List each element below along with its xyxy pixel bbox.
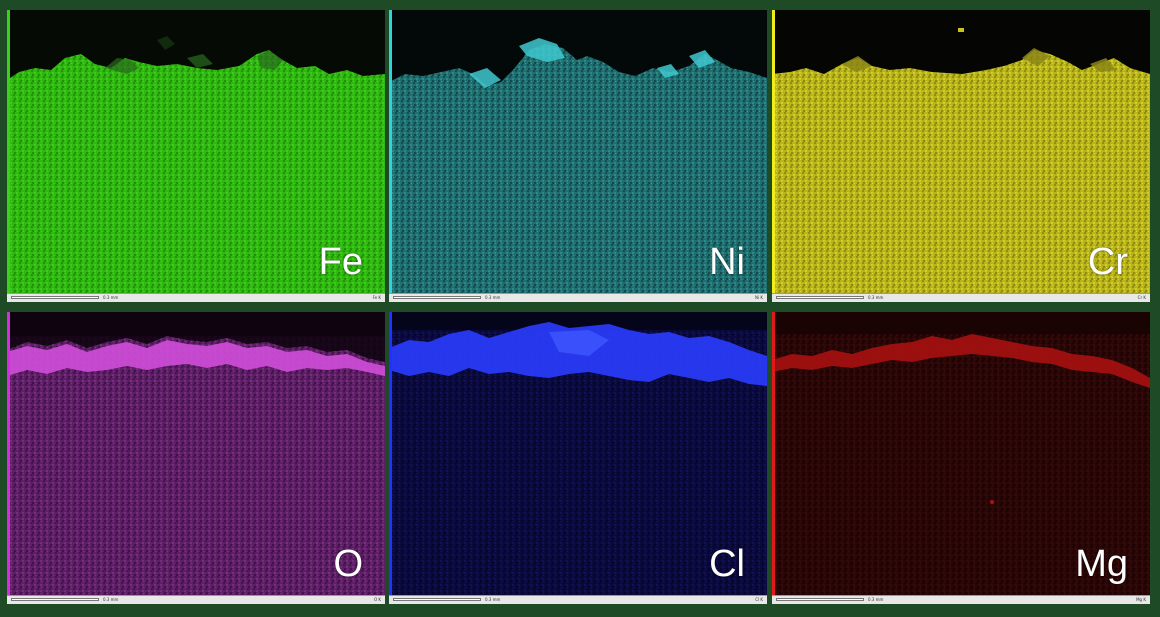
map-panel-cr: Cr 0.3 mm Cr K [772,10,1150,302]
mg-color-edge [772,312,775,595]
scalebar-mg: 0.3 mm Mg K [772,595,1150,604]
scale-line [11,598,99,601]
scale-tag: O K [373,597,381,602]
cr-map-image [772,10,1150,293]
element-label-fe: Fe [318,241,363,283]
scale-tag: Ni K [755,295,763,300]
scale-line [11,296,99,299]
fe-color-edge [7,10,10,293]
ni-map-image [389,10,767,293]
cl-map-image [389,312,767,595]
scale-line [393,296,481,299]
scale-line [776,296,864,299]
scale-text: 0.3 mm [485,597,501,602]
scale-tag: Mg K [1136,597,1146,602]
map-panel-mg: Mg 0.3 mm Mg K [772,312,1150,604]
scalebar-ni: 0.3 mm Ni K [389,293,767,302]
scalebar-o: 0.3 mm O K [7,595,385,604]
scale-text: 0.3 mm [868,295,884,300]
o-color-edge [7,312,10,595]
scalebar-fe: 0.3 mm Fe K [7,293,385,302]
element-label-mg: Mg [1075,543,1128,585]
scalebar-cr: 0.3 mm Cr K [772,293,1150,302]
scale-text: 0.3 mm [103,597,119,602]
map-panel-cl: Cl 0.3 mm Cl K [389,312,767,604]
scale-line [393,598,481,601]
scale-tag: Fe K [372,295,381,300]
scale-text: 0.3 mm [103,295,119,300]
element-label-cr: Cr [1087,241,1128,283]
ni-color-edge [389,10,392,293]
scale-text: 0.3 mm [485,295,501,300]
element-label-cl: Cl [709,543,745,585]
scalebar-cl: 0.3 mm Cl K [389,595,767,604]
cr-color-edge [772,10,775,293]
cl-color-edge [389,312,392,595]
scale-text: 0.3 mm [868,597,884,602]
map-panel-fe: Fe 0.3 mm Fe K [7,10,385,302]
mg-map-image [772,312,1150,595]
element-label-ni: Ni [709,241,745,283]
element-label-o: O [333,543,363,585]
o-map-image [7,312,385,595]
map-panel-ni: Ni 0.3 mm Ni K [389,10,767,302]
fe-map-image [7,10,385,293]
scale-tag: Cr K [1137,295,1146,300]
map-panel-o: O 0.3 mm O K [7,312,385,604]
scale-tag: Cl K [755,597,763,602]
scale-line [776,598,864,601]
